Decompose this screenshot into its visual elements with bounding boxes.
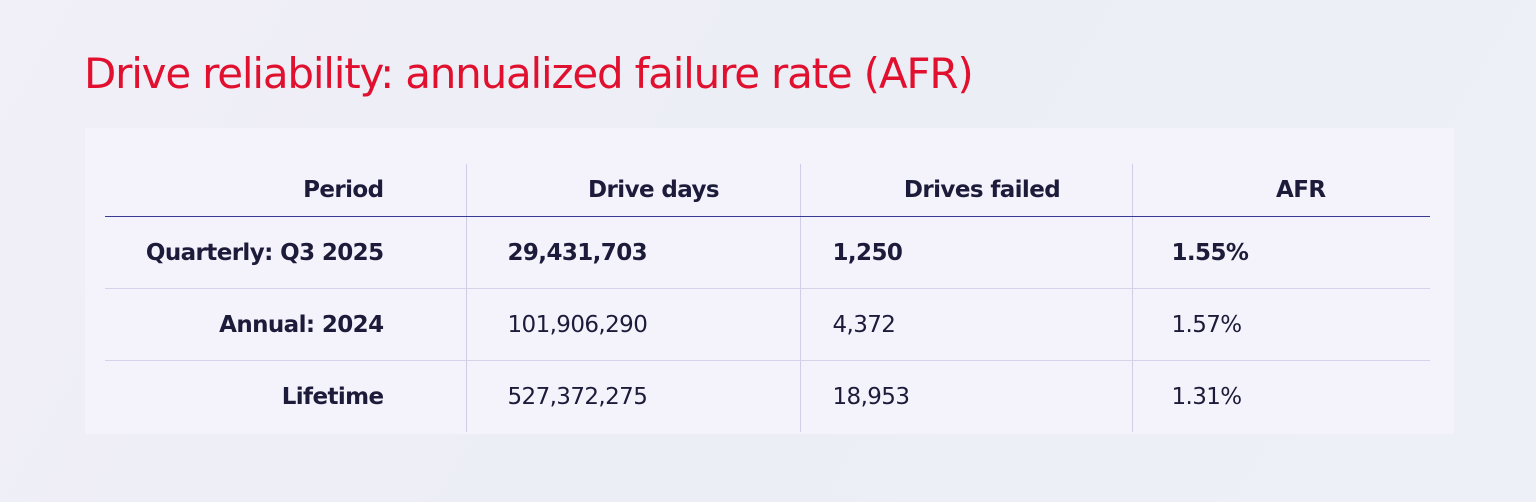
cell-drive-days: 527,372,275 — [465, 360, 800, 432]
cell-afr: 1.31% — [1131, 360, 1430, 432]
cell-period: Lifetime — [281, 383, 384, 410]
table-header-row: Period Drive days Drives failed AFR — [105, 164, 1430, 217]
cell-afr: 1.55% — [1131, 216, 1430, 289]
column-header-period: Period — [105, 164, 466, 217]
table-row-quarterly: Quarterly: Q3 2025 29,431,703 1,250 1.55… — [105, 216, 1430, 289]
table-row-annual: Annual: 2024 101,906,290 4,372 1.57% — [105, 288, 1430, 361]
cell-period: Annual: 2024 — [105, 288, 466, 361]
cell-drives-failed: 1,250 — [799, 216, 1132, 289]
column-header-afr: AFR — [1131, 164, 1430, 217]
cell-drives-failed: 4,372 — [799, 288, 1132, 361]
table-row-lifetime: Lifetime 527,372,275 18,953 1.31% — [105, 360, 1430, 432]
cell-drive-days: 29,431,703 — [465, 216, 800, 289]
column-header-drive-days: Drive days — [465, 164, 800, 217]
cell-afr: 1.57% — [1131, 288, 1430, 361]
cell-period: Quarterly: Q3 2025 — [105, 216, 466, 289]
afr-table: Period Drive days Drives failed AFR Quar… — [105, 164, 1430, 432]
page-title: Drive reliability: annualized failure ra… — [84, 49, 974, 98]
afr-table-card: Period Drive days Drives failed AFR Quar… — [85, 128, 1454, 434]
column-header-drives-failed: Drives failed — [799, 164, 1132, 217]
cell-drives-failed: 18,953 — [799, 360, 1132, 432]
cell-drive-days: 101,906,290 — [465, 288, 800, 361]
